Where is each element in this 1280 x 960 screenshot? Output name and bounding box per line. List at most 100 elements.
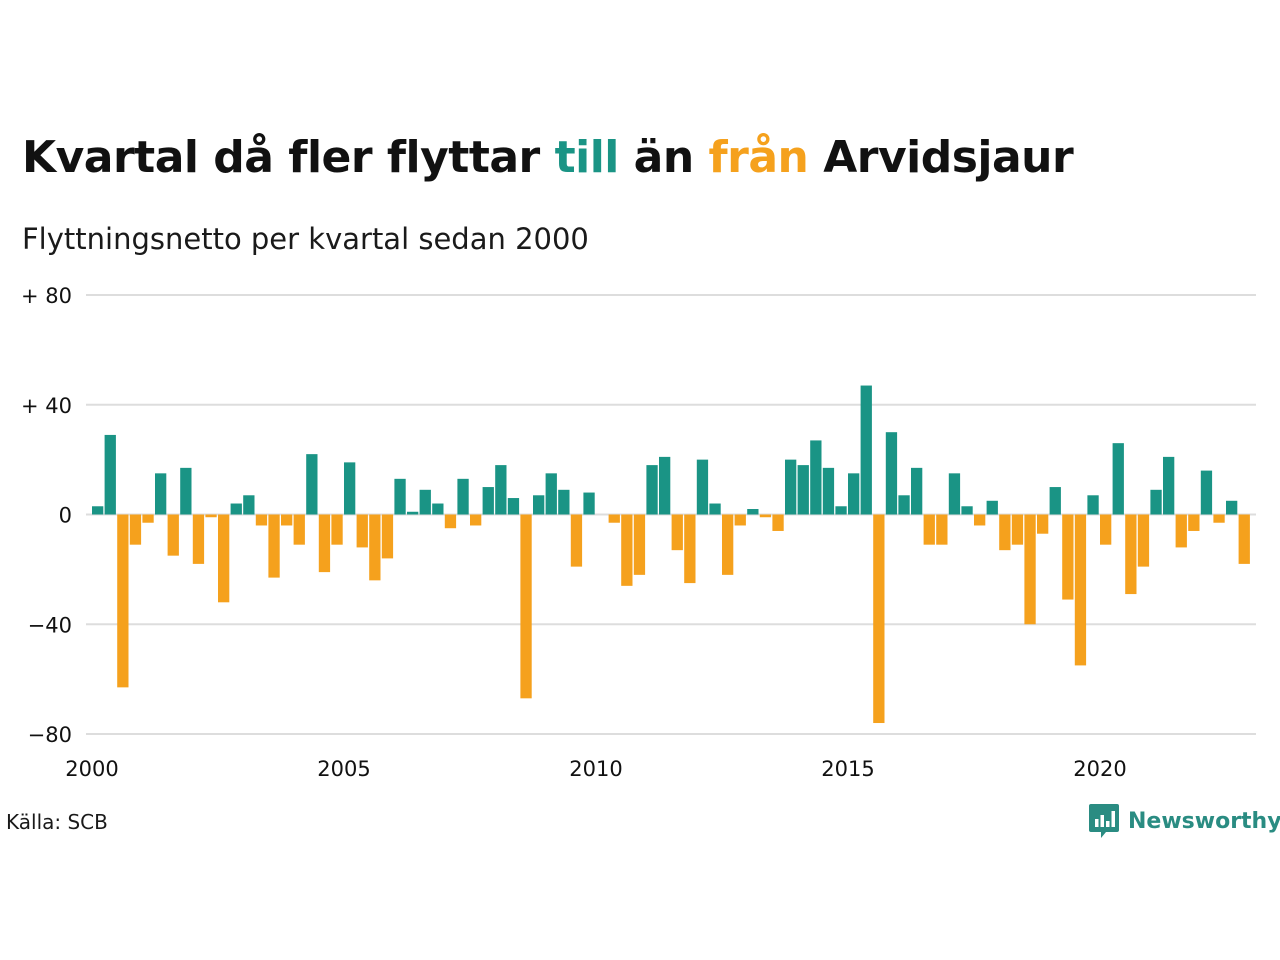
bar-negative (1188, 514, 1200, 531)
bar-negative (1213, 514, 1225, 523)
bar-positive (1087, 495, 1099, 515)
bar-positive (344, 462, 356, 515)
x-tick-label: 2005 (317, 757, 370, 781)
bar-positive (646, 465, 658, 515)
x-tick-label: 2010 (569, 757, 622, 781)
bar-negative (129, 514, 142, 545)
bar-positive (885, 432, 898, 515)
bar-positive (785, 459, 797, 515)
bar-positive (495, 465, 507, 515)
bar-positive (1163, 456, 1175, 515)
bar-negative (759, 514, 772, 518)
bar-positive (911, 467, 923, 515)
bar-negative (734, 514, 746, 526)
bar-negative (1062, 514, 1074, 600)
bar-chart-speech-bubble-icon (1089, 804, 1119, 838)
bar-negative (167, 514, 179, 556)
bar-positive (810, 440, 822, 515)
bar-negative (999, 514, 1011, 551)
bar-positive (306, 454, 318, 515)
bar-negative (142, 514, 154, 523)
bar-negative (1037, 514, 1049, 534)
bar-negative (218, 514, 230, 603)
x-tick-label: 2015 (821, 757, 874, 781)
bar-negative (671, 514, 683, 551)
y-axis-tick-labels: + 80 + 40 0 −40 −80 (21, 284, 72, 747)
bar-negative (117, 514, 129, 688)
bar-negative (281, 514, 293, 526)
bar-negative (331, 514, 343, 545)
bar-negative (923, 514, 935, 545)
y-tick-label: −40 (28, 613, 72, 637)
bar-negative (255, 514, 268, 526)
title-part-middle: än (618, 132, 709, 183)
bar-positive (1200, 470, 1213, 515)
bar-positive (583, 492, 595, 515)
bar-positive (948, 473, 961, 515)
bar-negative (1125, 514, 1137, 595)
bar-positive (243, 495, 255, 515)
bar-positive (860, 385, 872, 515)
bar-positive (482, 487, 494, 515)
bar-negative (608, 514, 620, 523)
bar-negative (293, 514, 305, 545)
y-tick-label: −80 (28, 723, 72, 747)
bar-positive (822, 467, 835, 515)
bar-positive (507, 498, 520, 515)
bar-negative (1100, 514, 1112, 545)
bar-positive (848, 473, 860, 515)
bar-negative (1074, 514, 1087, 666)
bar-negative (633, 514, 646, 575)
bar-negative (192, 514, 205, 564)
bar-negative (1011, 514, 1024, 545)
x-axis-tick-labels: 2000 2005 2010 2015 2020 (65, 757, 1126, 781)
bar-negative (1238, 514, 1250, 564)
bar-positive (180, 467, 192, 515)
bar-negative (318, 514, 331, 573)
bar-positive (986, 500, 998, 515)
chart-title: Kvartal då fler flyttar till än från Arv… (22, 132, 1074, 183)
bar-positive (155, 473, 167, 515)
bar-negative (1175, 514, 1187, 548)
bar-negative (621, 514, 633, 586)
title-word-till: till (554, 132, 620, 183)
bar-positive (533, 495, 545, 515)
title-part-before: Kvartal då fler flyttar (22, 132, 555, 183)
bar-negative (1024, 514, 1036, 625)
bar-positive (1226, 500, 1238, 515)
bar-negative (205, 514, 217, 518)
bar-positive (1150, 489, 1162, 515)
bar-positive (230, 503, 242, 515)
bar-negative (684, 514, 696, 584)
bar-positive (394, 478, 406, 515)
bar-positive (92, 506, 104, 515)
bar-negative (369, 514, 381, 581)
bar-positive (709, 503, 721, 515)
bar-positive (104, 434, 116, 515)
bar-chart: + 80 + 40 0 −40 −80 2000 2005 2010 2015 2020 (21, 284, 1256, 781)
bar-positive (961, 506, 973, 515)
brand-logo: Newsworthy (1088, 802, 1280, 840)
x-tick-label: 2020 (1073, 757, 1126, 781)
bar-positive (407, 511, 419, 515)
bar-negative (1137, 514, 1150, 567)
bar-positive (797, 465, 809, 515)
bar-positive (835, 506, 847, 515)
bar-negative (381, 514, 394, 559)
bar-positive (1049, 487, 1061, 515)
bar-negative (936, 514, 948, 545)
bar-negative (520, 514, 532, 699)
y-tick-label: + 80 (21, 284, 72, 308)
bar-positive (696, 459, 709, 515)
bar-positive (545, 473, 557, 515)
bar-positive (558, 489, 570, 515)
x-tick-label: 2000 (65, 757, 118, 781)
bar-positive (457, 478, 469, 515)
bar-positive (898, 495, 910, 515)
bars (92, 385, 1250, 724)
y-tick-label: 0 (59, 504, 72, 528)
title-word-fran: från (708, 132, 809, 183)
bar-negative (444, 514, 457, 529)
bar-negative (268, 514, 280, 578)
bar-negative (356, 514, 368, 548)
